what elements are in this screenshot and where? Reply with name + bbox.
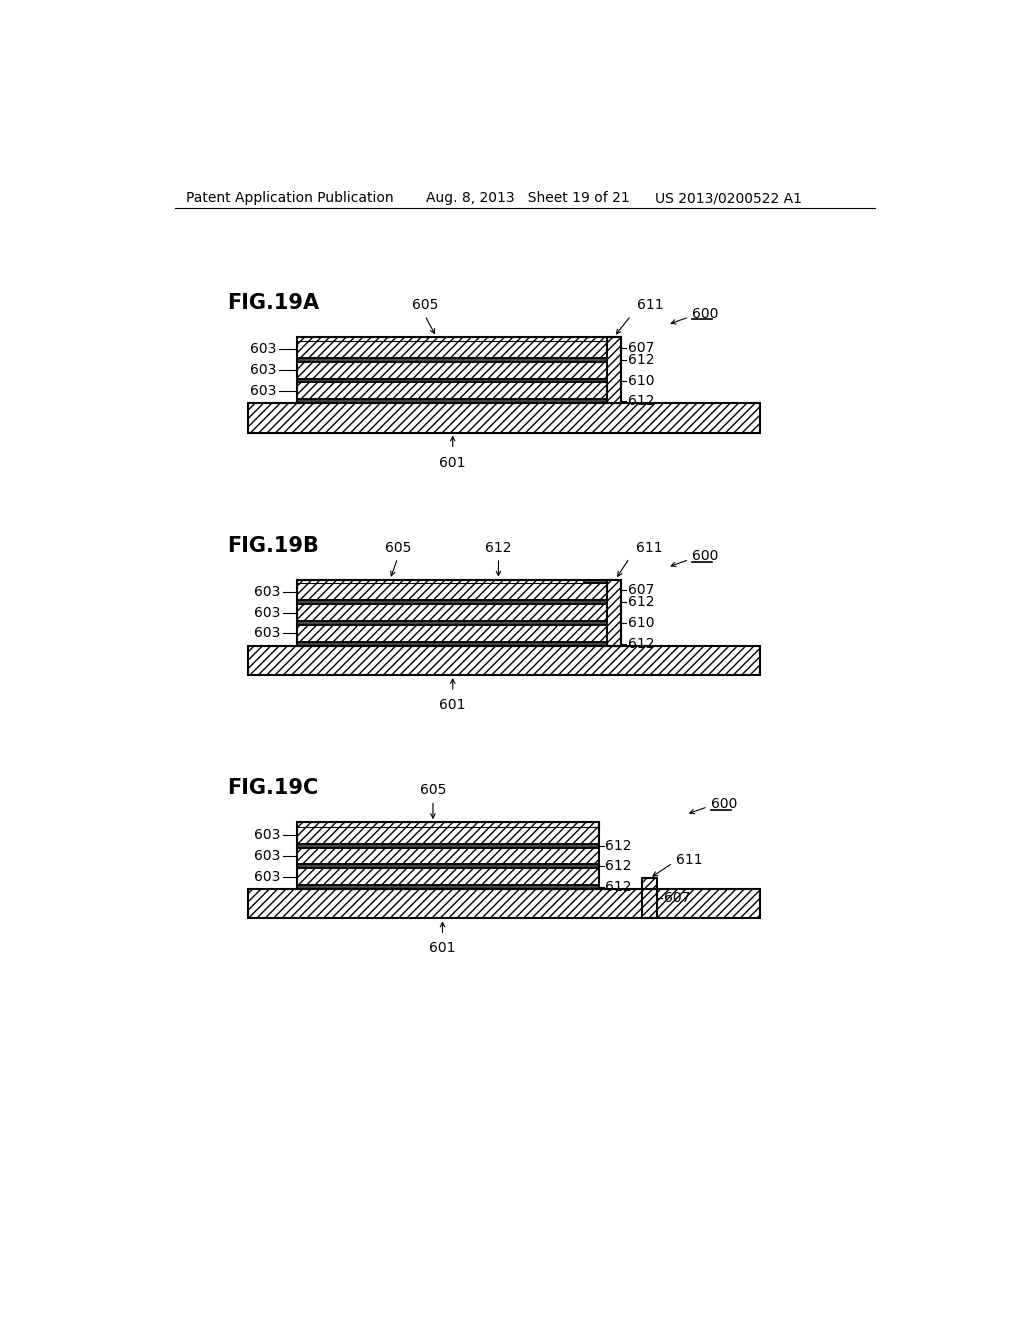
Bar	[607, 579, 621, 645]
Bar	[297, 579, 621, 645]
Text: 612: 612	[628, 595, 654, 610]
Text: 607: 607	[628, 583, 654, 597]
Text: 603: 603	[254, 627, 280, 640]
Text: 603: 603	[250, 384, 276, 397]
Bar	[248, 645, 760, 675]
Bar	[297, 362, 607, 379]
Text: FIG.19C: FIG.19C	[227, 779, 318, 799]
Bar	[297, 379, 607, 383]
Bar	[642, 878, 657, 919]
Bar	[297, 583, 607, 601]
Text: 612: 612	[485, 541, 512, 554]
Text: 603: 603	[254, 585, 280, 599]
Bar	[297, 865, 599, 869]
Text: 603: 603	[254, 849, 280, 863]
Bar	[297, 843, 599, 847]
Text: 605: 605	[412, 298, 438, 313]
Text: 612: 612	[628, 352, 654, 367]
Text: 601: 601	[429, 941, 456, 956]
Bar	[607, 579, 621, 645]
Bar	[297, 337, 607, 341]
Bar	[607, 337, 621, 404]
Text: 611: 611	[676, 853, 702, 867]
Bar	[297, 605, 607, 622]
Bar	[248, 404, 760, 433]
Text: 601: 601	[439, 698, 466, 713]
Bar	[297, 847, 599, 865]
Bar	[248, 890, 760, 919]
Bar	[607, 337, 621, 404]
Text: 612: 612	[605, 859, 632, 874]
Text: 612: 612	[605, 838, 632, 853]
Text: 610: 610	[628, 374, 654, 388]
Text: 611: 611	[637, 298, 664, 313]
Text: 612: 612	[605, 880, 632, 894]
Text: 603: 603	[250, 342, 276, 356]
Text: Patent Application Publication: Patent Application Publication	[186, 191, 394, 206]
Text: 607: 607	[664, 891, 690, 906]
Text: 601: 601	[439, 455, 466, 470]
Bar	[584, 579, 607, 583]
Text: US 2013/0200522 A1: US 2013/0200522 A1	[655, 191, 802, 206]
Bar	[297, 642, 607, 645]
Text: 611: 611	[636, 541, 663, 554]
Bar	[297, 341, 607, 358]
Bar	[297, 622, 607, 626]
Text: FIG.19B: FIG.19B	[227, 536, 319, 556]
Bar	[297, 822, 599, 826]
Text: Aug. 8, 2013   Sheet 19 of 21: Aug. 8, 2013 Sheet 19 of 21	[426, 191, 630, 206]
Bar	[297, 869, 599, 886]
Text: 610: 610	[628, 616, 654, 630]
Bar	[297, 358, 607, 362]
Text: 600: 600	[711, 797, 737, 810]
Text: 607: 607	[628, 341, 654, 355]
Text: 603: 603	[250, 363, 276, 378]
Bar	[297, 626, 607, 642]
Bar	[297, 400, 607, 404]
Bar	[248, 645, 760, 675]
Text: FIG.19A: FIG.19A	[227, 293, 319, 313]
Bar	[297, 579, 607, 583]
Text: 612: 612	[628, 395, 654, 408]
Text: 600: 600	[692, 308, 719, 321]
Bar	[297, 601, 607, 605]
Text: 603: 603	[254, 828, 280, 842]
Text: 600: 600	[692, 549, 719, 564]
Bar	[297, 826, 599, 843]
Text: 605: 605	[385, 541, 411, 554]
Text: 612: 612	[628, 636, 654, 651]
Bar	[297, 822, 599, 890]
Text: 603: 603	[254, 870, 280, 884]
Bar	[642, 878, 657, 919]
Text: 603: 603	[254, 606, 280, 619]
Bar	[297, 337, 621, 404]
Bar	[297, 886, 599, 890]
Bar	[248, 890, 760, 919]
Bar	[297, 383, 607, 400]
Bar	[248, 404, 760, 433]
Text: 605: 605	[420, 784, 446, 797]
